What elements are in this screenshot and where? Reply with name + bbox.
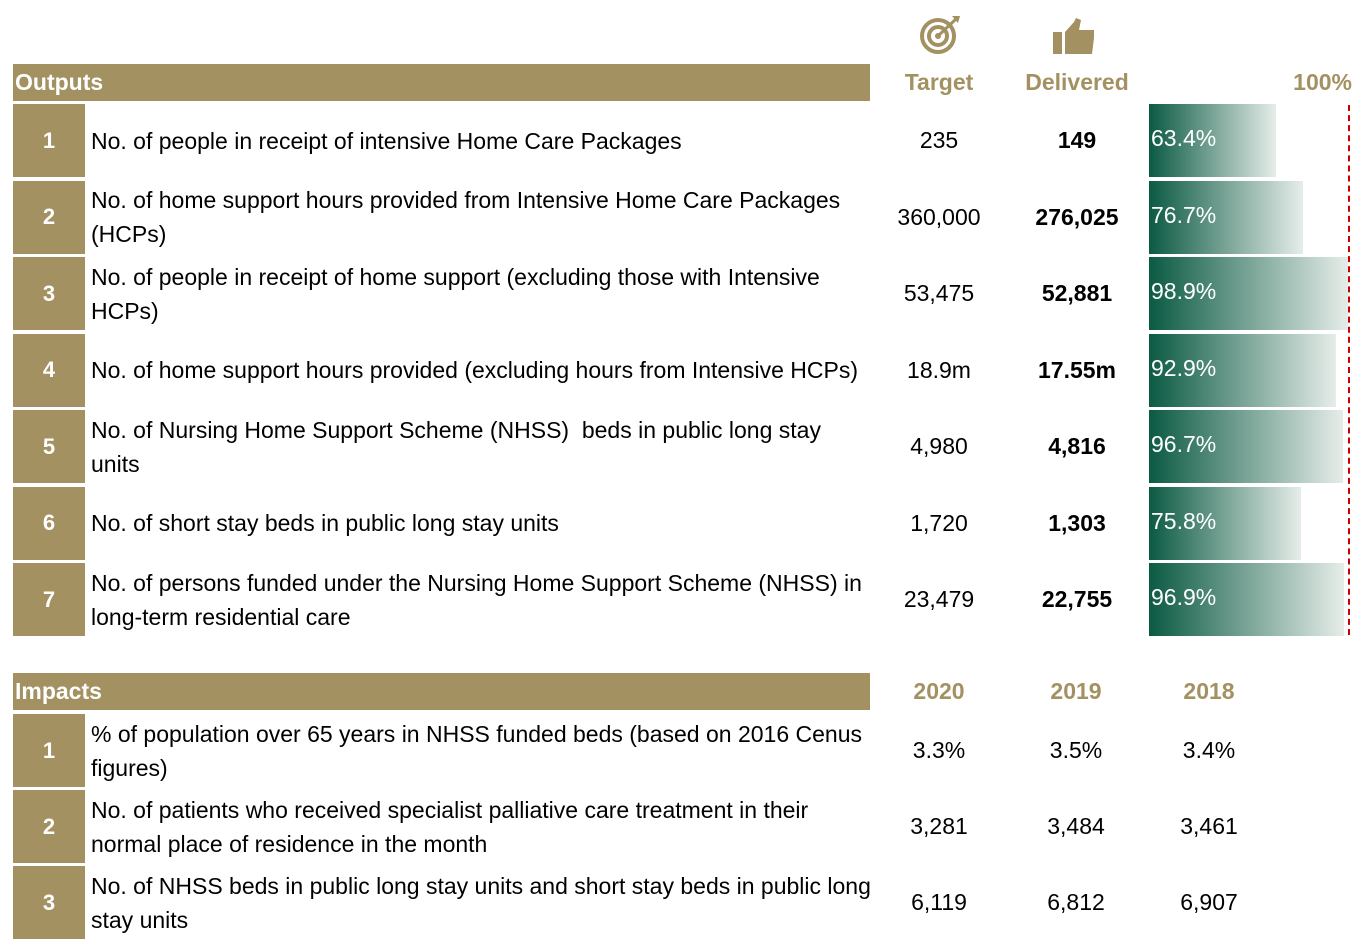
progress-bar <box>1149 333 1336 407</box>
row-number: 2 <box>13 180 85 254</box>
impact-value: 3,281 <box>910 813 968 839</box>
impact-value: 3,461 <box>1180 813 1238 839</box>
target-value: 235 <box>919 127 959 153</box>
impact-value: 6,907 <box>1180 889 1238 915</box>
section-header: Impacts <box>13 673 870 710</box>
row-number: 3 <box>13 866 85 939</box>
row-number: 5 <box>13 410 85 483</box>
row-number: 7 <box>13 563 85 636</box>
row-text: No. of home support hours provided from … <box>91 187 847 247</box>
column-header: 100% <box>1293 69 1352 95</box>
row-number: 3 <box>13 257 85 330</box>
progress-label: 63.4% <box>1151 125 1217 151</box>
row-text: No. of short stay beds in public long st… <box>91 510 559 536</box>
target-value: 360,000 <box>897 203 981 230</box>
progress-bar <box>1149 410 1344 483</box>
progress-bar <box>1149 104 1277 177</box>
delivered-value: 149 <box>1057 127 1097 153</box>
column-header: 2020 <box>913 678 965 704</box>
progress-label: 96.7% <box>1151 431 1217 457</box>
progress-bar <box>1149 257 1348 330</box>
row-number: 4 <box>13 333 85 407</box>
row-text: No. of Nursing Home Support Scheme (NHSS… <box>91 416 828 477</box>
progress-label: 76.7% <box>1151 201 1217 228</box>
impact-value: 3.5% <box>1049 737 1103 763</box>
column-header: 2019 <box>1050 678 1102 704</box>
progress-label: 98.9% <box>1151 278 1217 304</box>
progress-label: 75.8% <box>1151 507 1217 534</box>
row-text: % of population over 65 years in NHSS fu… <box>91 720 869 781</box>
progress-bar <box>1149 180 1304 254</box>
progress-label: 96.9% <box>1151 584 1217 610</box>
row-number: 6 <box>13 486 85 560</box>
delivered-value: 276,025 <box>1035 203 1119 230</box>
impact-value: 3.3% <box>912 737 966 763</box>
row-text: No. of home support hours provided (excl… <box>91 357 859 383</box>
row-text: No. of people in receipt of home support… <box>91 263 827 324</box>
column-header: 2018 <box>1183 678 1235 704</box>
thumb-icon <box>1053 18 1094 54</box>
delivered-value: 52,881 <box>1041 280 1113 306</box>
impact-value: 6,812 <box>1047 889 1105 915</box>
row-text: No. of people in receipt of intensive Ho… <box>91 127 682 154</box>
impact-value: 3.4% <box>1182 737 1236 763</box>
column-header: Target <box>904 69 974 95</box>
target-line <box>1348 105 1350 635</box>
column-header: Delivered <box>1025 69 1129 95</box>
impact-value: 6,119 <box>911 889 967 915</box>
delivered-value: 4,816 <box>1048 433 1106 459</box>
row-number: 1 <box>13 104 85 177</box>
target-value: 53,475 <box>903 280 975 306</box>
row-text: No. of NHSS beds in public long stay uni… <box>91 872 878 933</box>
target-value: 1,720 <box>910 509 968 536</box>
progress-bar <box>1149 563 1344 636</box>
target-value: 18.9m <box>907 356 971 383</box>
delivered-value: 17.55m <box>1037 356 1116 383</box>
row-text: No. of persons funded under the Nursing … <box>91 569 869 630</box>
row-number: 2 <box>13 790 85 863</box>
delivered-value: 1,303 <box>1048 509 1106 536</box>
row-number: 1 <box>13 714 85 787</box>
target-value: 4,980 <box>910 433 968 459</box>
progress-bar <box>1149 486 1302 560</box>
target-value: 23,479 <box>903 586 975 612</box>
delivered-value: 22,755 <box>1041 586 1113 612</box>
row-text: No. of patients who received specialist … <box>91 796 815 857</box>
impact-value: 3,484 <box>1047 813 1105 839</box>
section-header: Outputs <box>13 64 870 101</box>
target-icon <box>920 16 960 54</box>
progress-label: 92.9% <box>1151 354 1217 381</box>
